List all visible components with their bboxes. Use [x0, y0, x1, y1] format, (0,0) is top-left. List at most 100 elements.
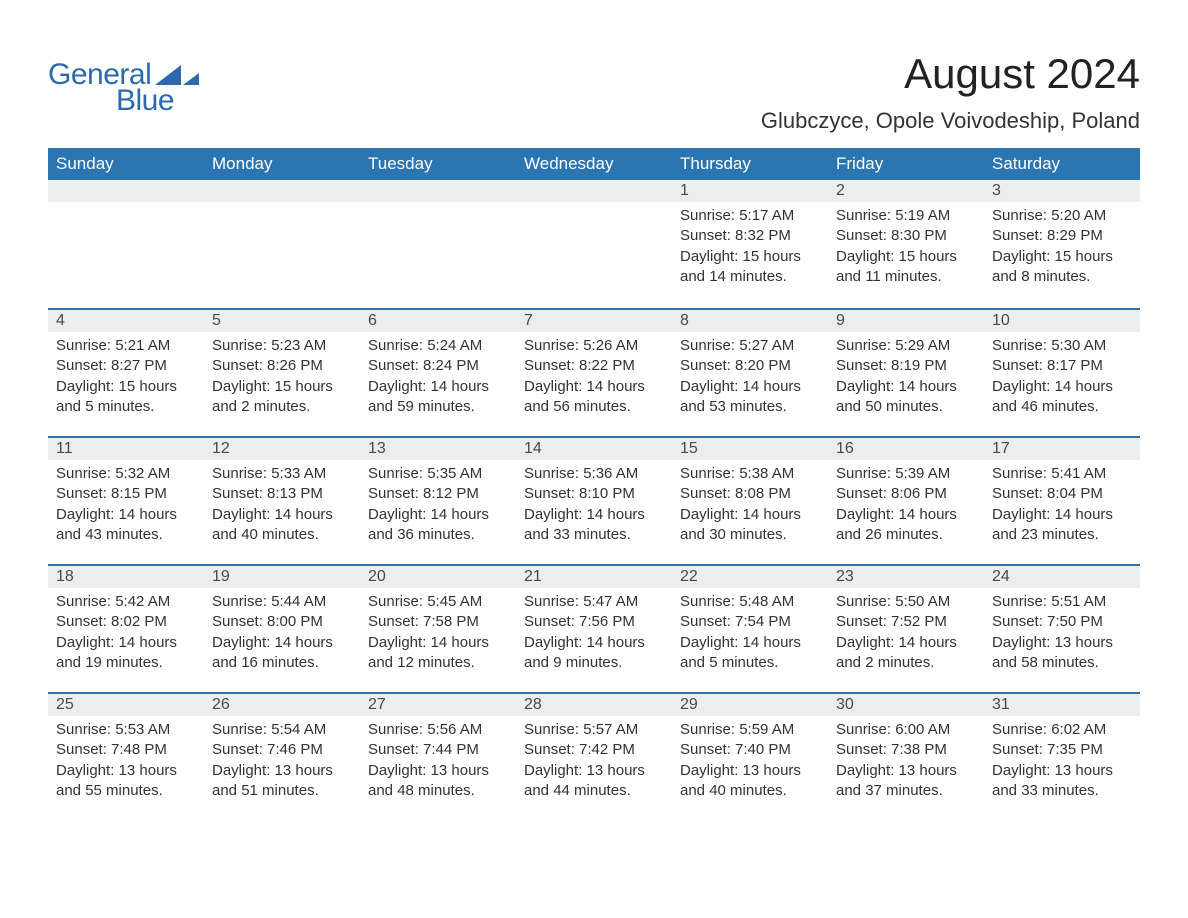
day-number: 23	[828, 564, 984, 588]
calendar-table: SundayMondayTuesdayWednesdayThursdayFrid…	[48, 148, 1140, 820]
day-number: 6	[360, 308, 516, 332]
calendar-cell: 13Sunrise: 5:35 AMSunset: 8:12 PMDayligh…	[360, 436, 516, 564]
daylight-line: Daylight: 14 hours and 53 minutes.	[680, 377, 820, 418]
day-details: Sunrise: 5:23 AMSunset: 8:26 PMDaylight:…	[204, 332, 360, 417]
sunset-line: Sunset: 8:24 PM	[368, 356, 508, 376]
daylight-line: Daylight: 14 hours and 23 minutes.	[992, 505, 1132, 546]
day-details: Sunrise: 5:48 AMSunset: 7:54 PMDaylight:…	[672, 588, 828, 673]
sunset-line: Sunset: 8:30 PM	[836, 226, 976, 246]
day-header: Friday	[828, 148, 984, 180]
day-number-empty	[360, 180, 516, 202]
location-subtitle: Glubczyce, Opole Voivodeship, Poland	[761, 108, 1140, 134]
calendar-cell-empty	[360, 180, 516, 308]
calendar-cell: 15Sunrise: 5:38 AMSunset: 8:08 PMDayligh…	[672, 436, 828, 564]
day-number: 4	[48, 308, 204, 332]
calendar-cell: 27Sunrise: 5:56 AMSunset: 7:44 PMDayligh…	[360, 692, 516, 820]
day-details: Sunrise: 5:39 AMSunset: 8:06 PMDaylight:…	[828, 460, 984, 545]
sunrise-line: Sunrise: 5:42 AM	[56, 592, 196, 612]
day-details: Sunrise: 5:19 AMSunset: 8:30 PMDaylight:…	[828, 202, 984, 287]
daylight-line: Daylight: 15 hours and 14 minutes.	[680, 247, 820, 288]
calendar-cell-empty	[204, 180, 360, 308]
day-details: Sunrise: 5:51 AMSunset: 7:50 PMDaylight:…	[984, 588, 1140, 673]
sunset-line: Sunset: 8:08 PM	[680, 484, 820, 504]
calendar-cell: 11Sunrise: 5:32 AMSunset: 8:15 PMDayligh…	[48, 436, 204, 564]
day-number: 27	[360, 692, 516, 716]
sunset-line: Sunset: 7:50 PM	[992, 612, 1132, 632]
day-details: Sunrise: 5:42 AMSunset: 8:02 PMDaylight:…	[48, 588, 204, 673]
sunrise-line: Sunrise: 5:47 AM	[524, 592, 664, 612]
sunset-line: Sunset: 7:54 PM	[680, 612, 820, 632]
calendar-cell: 10Sunrise: 5:30 AMSunset: 8:17 PMDayligh…	[984, 308, 1140, 436]
day-number: 1	[672, 180, 828, 202]
sunset-line: Sunset: 8:13 PM	[212, 484, 352, 504]
day-number: 7	[516, 308, 672, 332]
day-number: 17	[984, 436, 1140, 460]
sunrise-line: Sunrise: 5:48 AM	[680, 592, 820, 612]
daylight-line: Daylight: 13 hours and 44 minutes.	[524, 761, 664, 802]
daylight-line: Daylight: 14 hours and 2 minutes.	[836, 633, 976, 674]
day-details: Sunrise: 5:20 AMSunset: 8:29 PMDaylight:…	[984, 202, 1140, 287]
day-number: 9	[828, 308, 984, 332]
sunset-line: Sunset: 8:15 PM	[56, 484, 196, 504]
day-header: Wednesday	[516, 148, 672, 180]
calendar-cell: 22Sunrise: 5:48 AMSunset: 7:54 PMDayligh…	[672, 564, 828, 692]
daylight-line: Daylight: 14 hours and 33 minutes.	[524, 505, 664, 546]
day-header: Thursday	[672, 148, 828, 180]
sunset-line: Sunset: 8:10 PM	[524, 484, 664, 504]
daylight-line: Daylight: 15 hours and 11 minutes.	[836, 247, 976, 288]
day-details: Sunrise: 5:30 AMSunset: 8:17 PMDaylight:…	[984, 332, 1140, 417]
daylight-line: Daylight: 14 hours and 59 minutes.	[368, 377, 508, 418]
sunrise-line: Sunrise: 5:38 AM	[680, 464, 820, 484]
day-number: 10	[984, 308, 1140, 332]
daylight-line: Daylight: 14 hours and 36 minutes.	[368, 505, 508, 546]
day-details: Sunrise: 5:26 AMSunset: 8:22 PMDaylight:…	[516, 332, 672, 417]
day-number: 8	[672, 308, 828, 332]
sunset-line: Sunset: 7:48 PM	[56, 740, 196, 760]
calendar-cell-empty	[48, 180, 204, 308]
sunrise-line: Sunrise: 5:21 AM	[56, 336, 196, 356]
daylight-line: Daylight: 15 hours and 8 minutes.	[992, 247, 1132, 288]
sunrise-line: Sunrise: 5:30 AM	[992, 336, 1132, 356]
sunrise-line: Sunrise: 5:35 AM	[368, 464, 508, 484]
day-number: 25	[48, 692, 204, 716]
sunset-line: Sunset: 7:42 PM	[524, 740, 664, 760]
calendar-cell: 31Sunrise: 6:02 AMSunset: 7:35 PMDayligh…	[984, 692, 1140, 820]
sunrise-line: Sunrise: 5:29 AM	[836, 336, 976, 356]
day-number: 31	[984, 692, 1140, 716]
daylight-line: Daylight: 15 hours and 5 minutes.	[56, 377, 196, 418]
calendar-cell: 12Sunrise: 5:33 AMSunset: 8:13 PMDayligh…	[204, 436, 360, 564]
day-number: 29	[672, 692, 828, 716]
sunset-line: Sunset: 8:32 PM	[680, 226, 820, 246]
sunrise-line: Sunrise: 5:19 AM	[836, 206, 976, 226]
brand-text-2: Blue	[116, 84, 199, 118]
calendar-cell: 9Sunrise: 5:29 AMSunset: 8:19 PMDaylight…	[828, 308, 984, 436]
day-details: Sunrise: 5:17 AMSunset: 8:32 PMDaylight:…	[672, 202, 828, 287]
calendar-week-row: 18Sunrise: 5:42 AMSunset: 8:02 PMDayligh…	[48, 564, 1140, 692]
sunrise-line: Sunrise: 5:17 AM	[680, 206, 820, 226]
day-number: 13	[360, 436, 516, 460]
daylight-line: Daylight: 14 hours and 12 minutes.	[368, 633, 508, 674]
sunrise-line: Sunrise: 5:24 AM	[368, 336, 508, 356]
calendar-cell: 14Sunrise: 5:36 AMSunset: 8:10 PMDayligh…	[516, 436, 672, 564]
sunset-line: Sunset: 8:22 PM	[524, 356, 664, 376]
sunset-line: Sunset: 7:58 PM	[368, 612, 508, 632]
sunset-line: Sunset: 8:17 PM	[992, 356, 1132, 376]
daylight-line: Daylight: 13 hours and 48 minutes.	[368, 761, 508, 802]
calendar-cell: 20Sunrise: 5:45 AMSunset: 7:58 PMDayligh…	[360, 564, 516, 692]
calendar-cell: 2Sunrise: 5:19 AMSunset: 8:30 PMDaylight…	[828, 180, 984, 308]
sunrise-line: Sunrise: 5:44 AM	[212, 592, 352, 612]
day-number: 20	[360, 564, 516, 588]
sunset-line: Sunset: 7:56 PM	[524, 612, 664, 632]
day-header: Monday	[204, 148, 360, 180]
sunrise-line: Sunrise: 5:33 AM	[212, 464, 352, 484]
daylight-line: Daylight: 13 hours and 58 minutes.	[992, 633, 1132, 674]
sunset-line: Sunset: 7:38 PM	[836, 740, 976, 760]
calendar-cell: 6 Sunrise: 5:24 AMSunset: 8:24 PMDaylight…	[360, 308, 516, 436]
day-details: Sunrise: 5:57 AMSunset: 7:42 PMDaylight:…	[516, 716, 672, 801]
day-number: 19	[204, 564, 360, 588]
sunrise-line: Sunrise: 5:57 AM	[524, 720, 664, 740]
day-details: Sunrise: 6:02 AMSunset: 7:35 PMDaylight:…	[984, 716, 1140, 801]
day-details: Sunrise: 5:47 AMSunset: 7:56 PMDaylight:…	[516, 588, 672, 673]
daylight-line: Daylight: 13 hours and 55 minutes.	[56, 761, 196, 802]
sunrise-line: Sunrise: 5:27 AM	[680, 336, 820, 356]
